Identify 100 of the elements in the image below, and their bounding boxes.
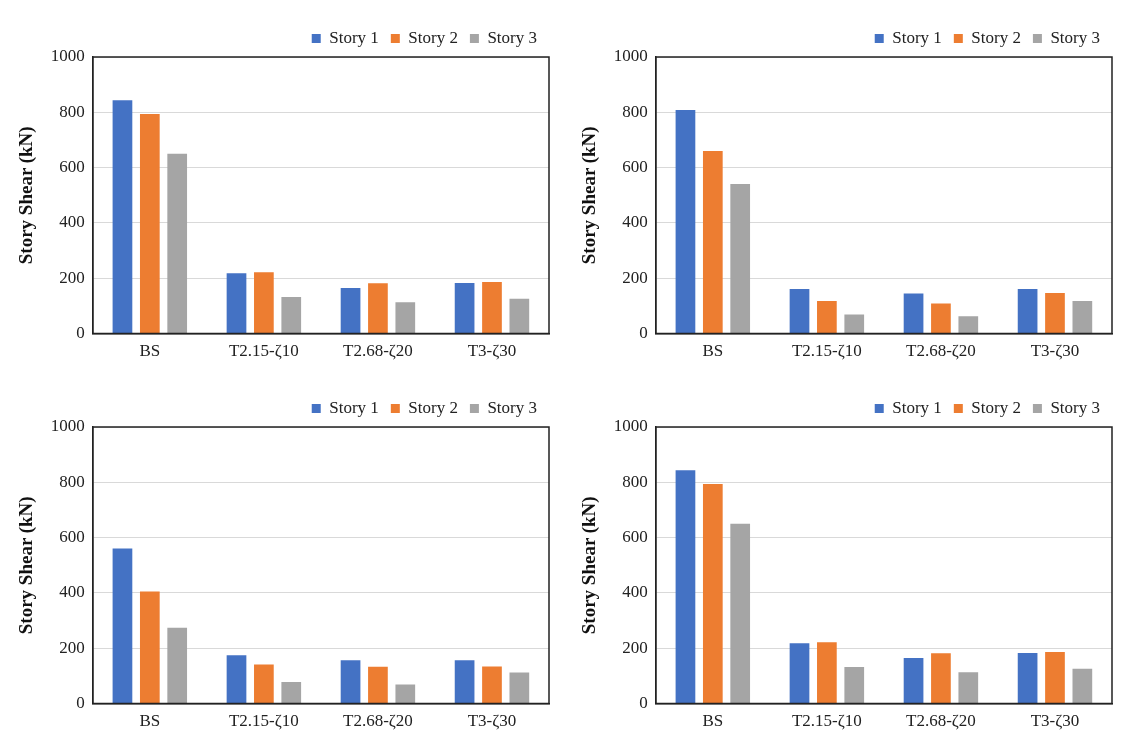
bar bbox=[112, 100, 133, 334]
legend-label: Story 2 bbox=[408, 397, 458, 417]
bar bbox=[958, 316, 979, 334]
bar bbox=[482, 281, 502, 334]
x-tick-label: T3-ζ30 bbox=[467, 341, 517, 361]
y-axis-title: Story Shear (kN) bbox=[578, 126, 601, 265]
y-tick-label: 800 bbox=[59, 471, 85, 491]
bar bbox=[1045, 292, 1065, 334]
legend-label: Story 3 bbox=[1050, 27, 1100, 47]
y-tick-label: 400 bbox=[622, 582, 648, 602]
bar bbox=[395, 302, 416, 334]
bar bbox=[340, 287, 361, 334]
bar bbox=[1045, 651, 1065, 704]
x-tick-label: T3-ζ30 bbox=[1030, 711, 1080, 731]
x-tick-label: T3-ζ30 bbox=[1030, 341, 1080, 361]
y-tick-label: 400 bbox=[59, 212, 85, 232]
bar bbox=[509, 672, 530, 704]
bar bbox=[789, 289, 810, 334]
bar bbox=[730, 523, 751, 704]
y-tick-label: 0 bbox=[76, 323, 85, 343]
bar bbox=[281, 682, 302, 704]
y-tick-label: 400 bbox=[59, 582, 85, 602]
x-tick-label: T2.15-ζ10 bbox=[228, 341, 299, 361]
x-tick-label: T2.68-ζ20 bbox=[343, 341, 413, 361]
bar bbox=[454, 282, 475, 334]
y-tick-label: 0 bbox=[76, 693, 85, 713]
y-tick-label: 1000 bbox=[613, 46, 648, 66]
y-tick-label: 200 bbox=[622, 267, 648, 287]
bar bbox=[254, 272, 274, 334]
y-tick-label: 1000 bbox=[50, 416, 85, 436]
y-tick-label: 200 bbox=[622, 637, 648, 657]
legend-label: Story 3 bbox=[487, 397, 537, 417]
legend-label: Story 3 bbox=[487, 27, 537, 47]
y-tick-label: 800 bbox=[59, 101, 85, 121]
legend-label: Story 3 bbox=[1050, 397, 1100, 417]
bar bbox=[931, 303, 951, 334]
bar bbox=[226, 273, 247, 334]
y-tick-label: 600 bbox=[59, 157, 85, 177]
bar bbox=[340, 660, 361, 704]
bar bbox=[931, 653, 951, 704]
bar bbox=[817, 300, 837, 334]
bar bbox=[112, 548, 133, 704]
y-tick-label: 600 bbox=[59, 527, 85, 547]
x-tick-label: T2.15-ζ10 bbox=[228, 711, 299, 731]
bar bbox=[675, 470, 696, 704]
bar bbox=[509, 298, 530, 334]
y-tick-label: 1000 bbox=[50, 46, 85, 66]
bar bbox=[167, 153, 188, 334]
bar bbox=[817, 642, 837, 704]
bar bbox=[702, 483, 723, 704]
legend-label: Story 1 bbox=[329, 27, 379, 47]
bar bbox=[368, 283, 388, 334]
y-tick-label: 600 bbox=[622, 527, 648, 547]
x-tick-label: T2.68-ζ20 bbox=[906, 711, 976, 731]
x-tick-label: BS bbox=[702, 341, 724, 361]
y-axis-title: Story Shear (kN) bbox=[15, 496, 38, 635]
bar bbox=[167, 627, 188, 704]
bar bbox=[1017, 289, 1038, 334]
x-tick-label: BS bbox=[702, 711, 724, 731]
y-axis-title: Story Shear (kN) bbox=[15, 126, 38, 265]
bar bbox=[139, 113, 160, 334]
bar bbox=[903, 293, 924, 334]
y-axis-title: Story Shear (kN) bbox=[578, 496, 601, 635]
y-tick-label: 200 bbox=[59, 267, 85, 287]
x-tick-label: T3-ζ30 bbox=[467, 711, 517, 731]
bar bbox=[1017, 652, 1038, 704]
bar bbox=[1072, 668, 1093, 704]
y-tick-label: 1000 bbox=[613, 416, 648, 436]
y-tick-label: 0 bbox=[639, 693, 648, 713]
bar bbox=[1072, 300, 1093, 334]
bar bbox=[281, 297, 302, 334]
x-tick-label: T2.15-ζ10 bbox=[791, 341, 862, 361]
y-tick-label: 200 bbox=[59, 637, 85, 657]
x-tick-label: T2.68-ζ20 bbox=[343, 711, 413, 731]
x-tick-label: BS bbox=[139, 711, 161, 731]
y-tick-label: 400 bbox=[622, 212, 648, 232]
bar bbox=[789, 643, 810, 704]
legend-label: Story 2 bbox=[971, 27, 1021, 47]
y-tick-label: 800 bbox=[622, 101, 648, 121]
bar bbox=[226, 655, 247, 704]
bar bbox=[254, 664, 274, 704]
legend-label: Story 1 bbox=[329, 397, 379, 417]
legend-label: Story 1 bbox=[892, 27, 942, 47]
bar bbox=[368, 666, 388, 704]
bar bbox=[454, 660, 475, 704]
bar bbox=[958, 672, 979, 704]
bar bbox=[702, 151, 723, 334]
legend-label: Story 1 bbox=[892, 397, 942, 417]
y-tick-label: 0 bbox=[639, 323, 648, 343]
bar bbox=[730, 183, 751, 334]
bar bbox=[482, 666, 502, 704]
bar bbox=[675, 110, 696, 334]
x-tick-label: BS bbox=[139, 341, 161, 361]
x-tick-label: T2.15-ζ10 bbox=[791, 711, 862, 731]
bar bbox=[903, 657, 924, 704]
legend-label: Story 2 bbox=[971, 397, 1021, 417]
y-tick-label: 600 bbox=[622, 157, 648, 177]
bar bbox=[844, 314, 865, 334]
legend-label: Story 2 bbox=[408, 27, 458, 47]
x-tick-label: T2.68-ζ20 bbox=[906, 341, 976, 361]
